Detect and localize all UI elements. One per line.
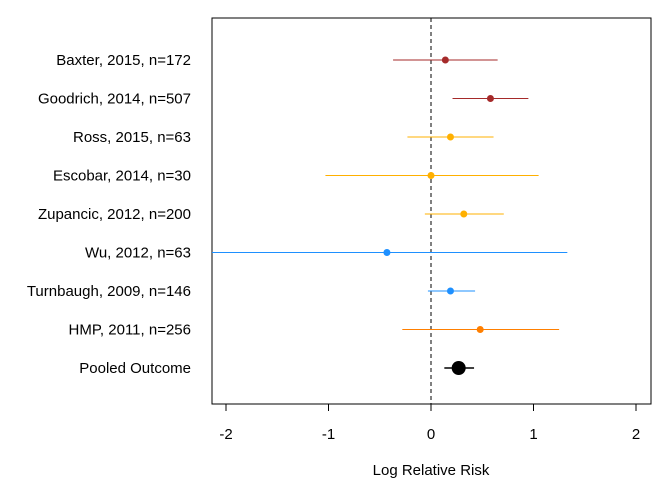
study-estimate-point — [460, 210, 468, 218]
study-row: Wu, 2012, n=63 — [85, 245, 568, 262]
x-tick-label: 0 — [427, 426, 435, 443]
study-row: Goodrich, 2014, n=507 — [38, 91, 529, 108]
pooled-estimate-point — [451, 361, 466, 375]
study-estimate-point — [441, 56, 449, 64]
x-tick-label: 1 — [529, 426, 537, 443]
study-estimate-point — [427, 172, 435, 179]
x-axis: -2 -1 0 1 2 — [219, 403, 640, 443]
study-row: HMP, 2011, n=256 — [69, 322, 560, 339]
study-estimate-point — [446, 133, 454, 141]
study-estimate-point — [476, 326, 484, 333]
x-tick-label: 2 — [632, 426, 640, 443]
pooled-label: Pooled Outcome — [79, 360, 191, 377]
pooled-row: Pooled Outcome — [79, 360, 475, 377]
study-row: Turnbaugh, 2009, n=146 — [27, 283, 476, 300]
study-label: Wu, 2012, n=63 — [85, 245, 191, 262]
study-row: Zupancic, 2012, n=200 — [38, 206, 504, 223]
x-tick-label: -2 — [219, 426, 232, 443]
study-row: Baxter, 2015, n=172 — [56, 52, 498, 69]
study-estimate-point — [383, 249, 391, 256]
study-label: Escobar, 2014, n=30 — [53, 168, 191, 185]
study-label: Zupancic, 2012, n=200 — [38, 206, 191, 223]
study-label: Goodrich, 2014, n=507 — [38, 91, 191, 108]
study-label: HMP, 2011, n=256 — [69, 322, 191, 339]
x-tick-label: -1 — [322, 426, 335, 443]
study-label: Baxter, 2015, n=172 — [56, 52, 191, 69]
study-row: Ross, 2015, n=63 — [73, 129, 494, 146]
study-estimate-point — [446, 287, 454, 295]
study-label: Ross, 2015, n=63 — [73, 129, 191, 146]
study-rows: Baxter, 2015, n=172 Goodrich, 2014, n=507… — [27, 52, 568, 377]
study-label: Turnbaugh, 2009, n=146 — [27, 283, 191, 300]
study-row: Escobar, 2014, n=30 — [53, 168, 539, 185]
study-estimate-point — [486, 95, 494, 102]
x-axis-title: Log Relative Risk — [373, 462, 490, 479]
